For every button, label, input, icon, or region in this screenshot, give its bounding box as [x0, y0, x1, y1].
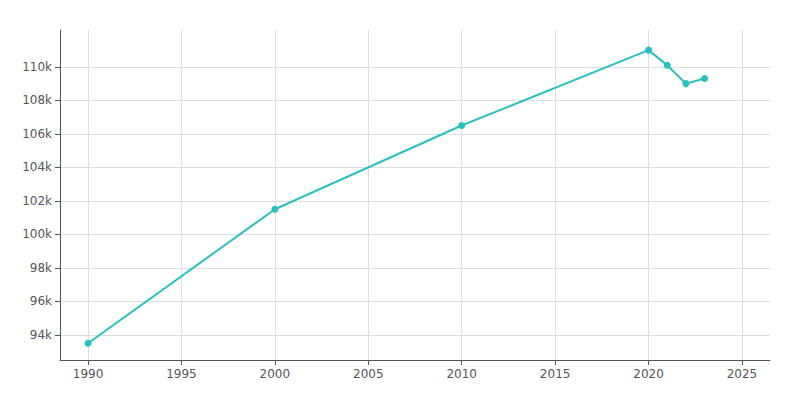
svg-text:2005: 2005 [353, 367, 384, 381]
svg-text:2025: 2025 [727, 367, 758, 381]
svg-text:108k: 108k [22, 93, 52, 107]
svg-text:1990: 1990 [73, 367, 104, 381]
svg-text:96k: 96k [30, 294, 52, 308]
svg-text:110k: 110k [22, 60, 52, 74]
svg-text:1995: 1995 [166, 367, 197, 381]
svg-text:100k: 100k [22, 227, 52, 241]
svg-text:104k: 104k [22, 160, 52, 174]
svg-text:102k: 102k [22, 194, 52, 208]
svg-text:2000: 2000 [260, 367, 291, 381]
svg-text:2015: 2015 [540, 367, 571, 381]
svg-text:98k: 98k [30, 261, 52, 275]
svg-text:106k: 106k [22, 127, 52, 141]
svg-text:2010: 2010 [446, 367, 477, 381]
svg-text:2020: 2020 [633, 367, 664, 381]
svg-text:94k: 94k [30, 328, 52, 342]
